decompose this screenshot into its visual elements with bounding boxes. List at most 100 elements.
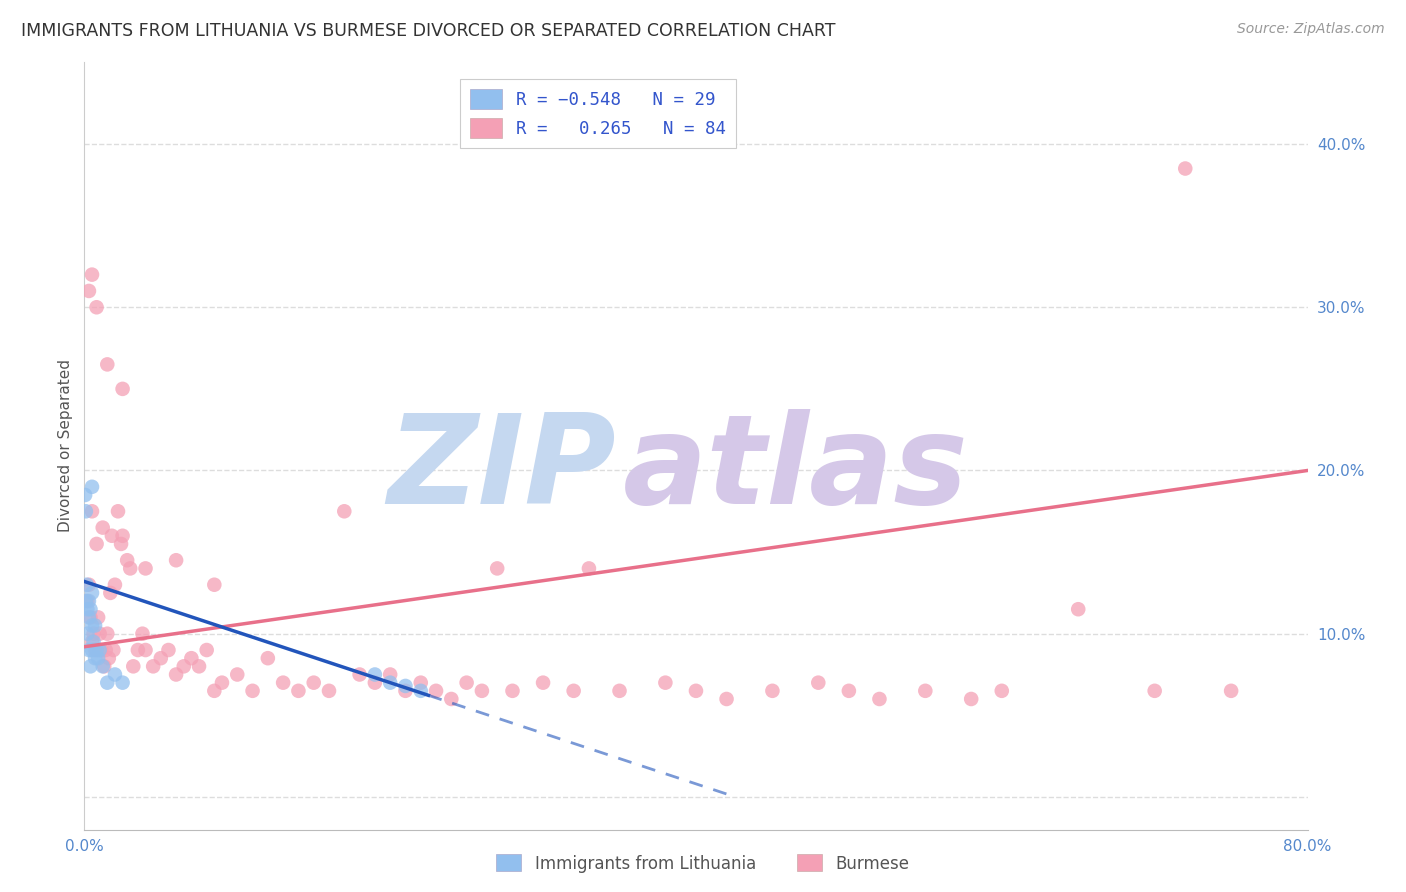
Point <box>318 683 340 698</box>
Point <box>394 683 416 698</box>
Point <box>94 643 117 657</box>
Point <box>456 675 478 690</box>
Point <box>76 594 98 608</box>
Point <box>211 675 233 690</box>
Text: ZIP: ZIP <box>388 409 616 530</box>
Point <box>75 504 97 518</box>
Point <box>110 537 132 551</box>
Point <box>111 529 134 543</box>
Point <box>84 651 107 665</box>
Point <box>80 268 103 282</box>
Point <box>349 667 371 681</box>
Point <box>79 602 101 616</box>
Point <box>157 643 180 657</box>
Point <box>103 643 125 657</box>
Point <box>83 635 105 649</box>
Point <box>165 667 187 681</box>
Point <box>89 626 111 640</box>
Point <box>96 358 118 372</box>
Point <box>90 643 112 657</box>
Point <box>75 594 97 608</box>
Point <box>77 610 100 624</box>
Point <box>531 675 554 690</box>
Point <box>394 679 416 693</box>
Point <box>77 578 100 592</box>
Point <box>96 675 118 690</box>
Text: IMMIGRANTS FROM LITHUANIA VS BURMESE DIVORCED OR SEPARATED CORRELATION CHART: IMMIGRANTS FROM LITHUANIA VS BURMESE DIV… <box>21 22 835 40</box>
Point <box>87 651 110 665</box>
Point <box>77 284 100 298</box>
Point <box>149 651 172 665</box>
Point <box>1174 161 1197 176</box>
Point <box>84 618 107 632</box>
Point <box>122 659 145 673</box>
Point <box>1143 683 1166 698</box>
Point <box>86 643 108 657</box>
Point <box>609 683 631 698</box>
Point <box>202 683 225 698</box>
Point <box>257 651 280 665</box>
Point <box>75 488 97 502</box>
Point <box>80 504 103 518</box>
Point <box>80 635 103 649</box>
Point <box>380 675 402 690</box>
Point <box>89 643 111 657</box>
Point <box>440 692 463 706</box>
Point <box>107 504 129 518</box>
Point <box>77 643 100 657</box>
Point <box>97 651 120 665</box>
Point <box>96 626 118 640</box>
Point <box>188 659 211 673</box>
Point <box>84 643 107 657</box>
Point <box>86 537 108 551</box>
Legend: Immigrants from Lithuania, Burmese: Immigrants from Lithuania, Burmese <box>489 847 917 880</box>
Point <box>562 683 585 698</box>
Point <box>502 683 524 698</box>
Point <box>142 659 165 673</box>
Point <box>960 692 983 706</box>
Point <box>180 651 202 665</box>
Point <box>80 586 103 600</box>
Point <box>914 683 936 698</box>
Point <box>77 594 100 608</box>
Point <box>471 683 494 698</box>
Point <box>165 553 187 567</box>
Point <box>364 675 387 690</box>
Point <box>409 683 432 698</box>
Legend: R = −0.548   N = 29, R =   0.265   N = 84: R = −0.548 N = 29, R = 0.265 N = 84 <box>460 78 735 148</box>
Point <box>578 561 600 575</box>
Point <box>869 692 891 706</box>
Text: Source: ZipAtlas.com: Source: ZipAtlas.com <box>1237 22 1385 37</box>
Point <box>195 643 218 657</box>
Point <box>333 504 356 518</box>
Point <box>486 561 509 575</box>
Point <box>98 586 121 600</box>
Point <box>115 553 138 567</box>
Point <box>425 683 447 698</box>
Point <box>1067 602 1090 616</box>
Point <box>93 659 115 673</box>
Point <box>991 683 1014 698</box>
Point <box>111 675 134 690</box>
Point <box>120 561 142 575</box>
Y-axis label: Divorced or Separated: Divorced or Separated <box>58 359 73 533</box>
Point <box>807 675 830 690</box>
Point <box>226 667 249 681</box>
Point <box>271 675 294 690</box>
Point <box>127 643 149 657</box>
Point <box>76 602 98 616</box>
Point <box>79 610 101 624</box>
Point <box>380 667 402 681</box>
Point <box>76 578 98 592</box>
Point <box>91 520 114 534</box>
Point <box>761 683 783 698</box>
Point <box>1220 683 1243 698</box>
Point <box>838 683 860 698</box>
Point <box>91 659 114 673</box>
Point <box>86 300 108 314</box>
Point <box>135 643 157 657</box>
Point <box>302 675 325 690</box>
Point <box>131 626 153 640</box>
Text: atlas: atlas <box>623 409 969 530</box>
Point <box>364 667 387 681</box>
